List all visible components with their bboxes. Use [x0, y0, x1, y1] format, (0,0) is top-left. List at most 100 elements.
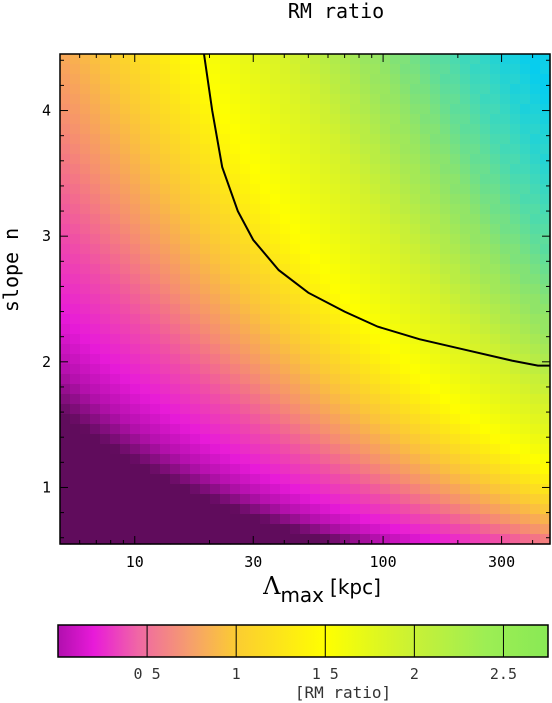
heatmap-cell — [310, 354, 321, 365]
heatmap-cell — [340, 314, 351, 325]
heatmap-cell — [420, 134, 431, 145]
heatmap-cell — [500, 64, 511, 75]
heatmap-cell — [240, 364, 251, 375]
heatmap-cell — [270, 94, 281, 105]
heatmap-cell — [110, 234, 121, 245]
heatmap-cell — [190, 124, 201, 135]
heatmap-cell — [530, 414, 541, 425]
heatmap-cell — [440, 314, 451, 325]
heatmap-cell — [110, 384, 121, 395]
heatmap-cell — [130, 424, 141, 435]
heatmap-cell — [410, 234, 421, 245]
heatmap-cell — [230, 514, 241, 525]
heatmap-cell — [310, 244, 321, 255]
heatmap-cell — [210, 484, 221, 495]
heatmap-cell — [430, 504, 441, 515]
heatmap-cell — [130, 154, 141, 165]
heatmap-cell — [460, 204, 471, 215]
heatmap-cell — [260, 54, 271, 65]
heatmap-cell — [300, 384, 311, 395]
heatmap-cell — [60, 274, 71, 285]
heatmap-cell — [400, 94, 411, 105]
heatmap-cell — [380, 194, 391, 205]
heatmap-cell — [350, 324, 361, 335]
heatmap-cell — [130, 74, 141, 85]
heatmap-cell — [240, 454, 251, 465]
heatmap-cell — [490, 154, 501, 165]
heatmap-cell — [480, 304, 491, 315]
heatmap-cell — [520, 184, 531, 195]
heatmap-cell — [170, 334, 181, 345]
heatmap-cell — [260, 174, 271, 185]
heatmap-cell — [380, 114, 391, 125]
heatmap-cell — [70, 244, 81, 255]
heatmap-cell — [230, 344, 241, 355]
heatmap-cell — [90, 514, 101, 525]
heatmap-cell — [460, 284, 471, 295]
heatmap-cell — [330, 504, 341, 515]
heatmap-cell — [190, 384, 201, 395]
heatmap-cell — [500, 54, 511, 65]
heatmap-cell — [160, 154, 171, 165]
heatmap-cell — [140, 284, 151, 295]
heatmap-cell — [540, 404, 551, 415]
heatmap-cell — [180, 204, 191, 215]
heatmap-cell — [400, 104, 411, 115]
heatmap-cell — [490, 414, 501, 425]
heatmap-cell — [80, 434, 91, 445]
heatmap-cell — [470, 264, 481, 275]
heatmap-cell — [420, 254, 431, 265]
heatmap-cell — [190, 104, 201, 115]
heatmap-cell — [70, 174, 81, 185]
heatmap-cell — [60, 94, 71, 105]
heatmap-cell — [90, 94, 101, 105]
heatmap-cell — [190, 114, 201, 125]
heatmap-cell — [220, 254, 231, 265]
heatmap-cell — [490, 294, 501, 305]
heatmap-cell — [390, 284, 401, 295]
heatmap-cell — [360, 224, 371, 235]
heatmap-cell — [540, 274, 551, 285]
heatmap-cell — [120, 214, 131, 225]
heatmap-cell — [500, 234, 511, 245]
heatmap-cell — [520, 334, 531, 345]
heatmap-cell — [140, 184, 151, 195]
heatmap-cell — [290, 364, 301, 375]
heatmap-cell — [450, 294, 461, 305]
heatmap-cell — [200, 194, 211, 205]
heatmap-cell — [450, 184, 461, 195]
heatmap-cell — [260, 184, 271, 195]
heatmap-cell — [500, 84, 511, 95]
heatmap-cell — [490, 174, 501, 185]
heatmap-cell — [220, 294, 231, 305]
heatmap-cell — [490, 334, 501, 345]
heatmap-cell — [450, 314, 461, 325]
heatmap-cell — [160, 224, 171, 235]
heatmap-cell — [250, 514, 261, 525]
heatmap-cell — [340, 104, 351, 115]
heatmap-cell — [340, 204, 351, 215]
heatmap-cell — [110, 464, 121, 475]
heatmap-cell — [540, 264, 551, 275]
heatmap-cell — [200, 284, 211, 295]
heatmap-cell — [480, 84, 491, 95]
heatmap-cell — [540, 294, 551, 305]
heatmap-cell — [340, 224, 351, 235]
heatmap-cell — [110, 224, 121, 235]
heatmap-cell — [270, 334, 281, 345]
heatmap-cell — [110, 304, 121, 315]
y-tick-label: 4 — [42, 102, 51, 120]
heatmap-cell — [240, 524, 251, 535]
heatmap-cell — [130, 434, 141, 445]
heatmap-cell — [470, 284, 481, 295]
heatmap-cell — [280, 374, 291, 385]
heatmap-cell — [540, 164, 551, 175]
heatmap-cell — [390, 534, 401, 545]
heatmap-cell — [300, 224, 311, 235]
heatmap-cell — [200, 434, 211, 445]
heatmap-cell — [70, 424, 81, 435]
heatmap-cell — [470, 324, 481, 335]
heatmap-cell — [230, 474, 241, 485]
heatmap-cell — [80, 144, 91, 155]
heatmap-cell — [110, 324, 121, 335]
